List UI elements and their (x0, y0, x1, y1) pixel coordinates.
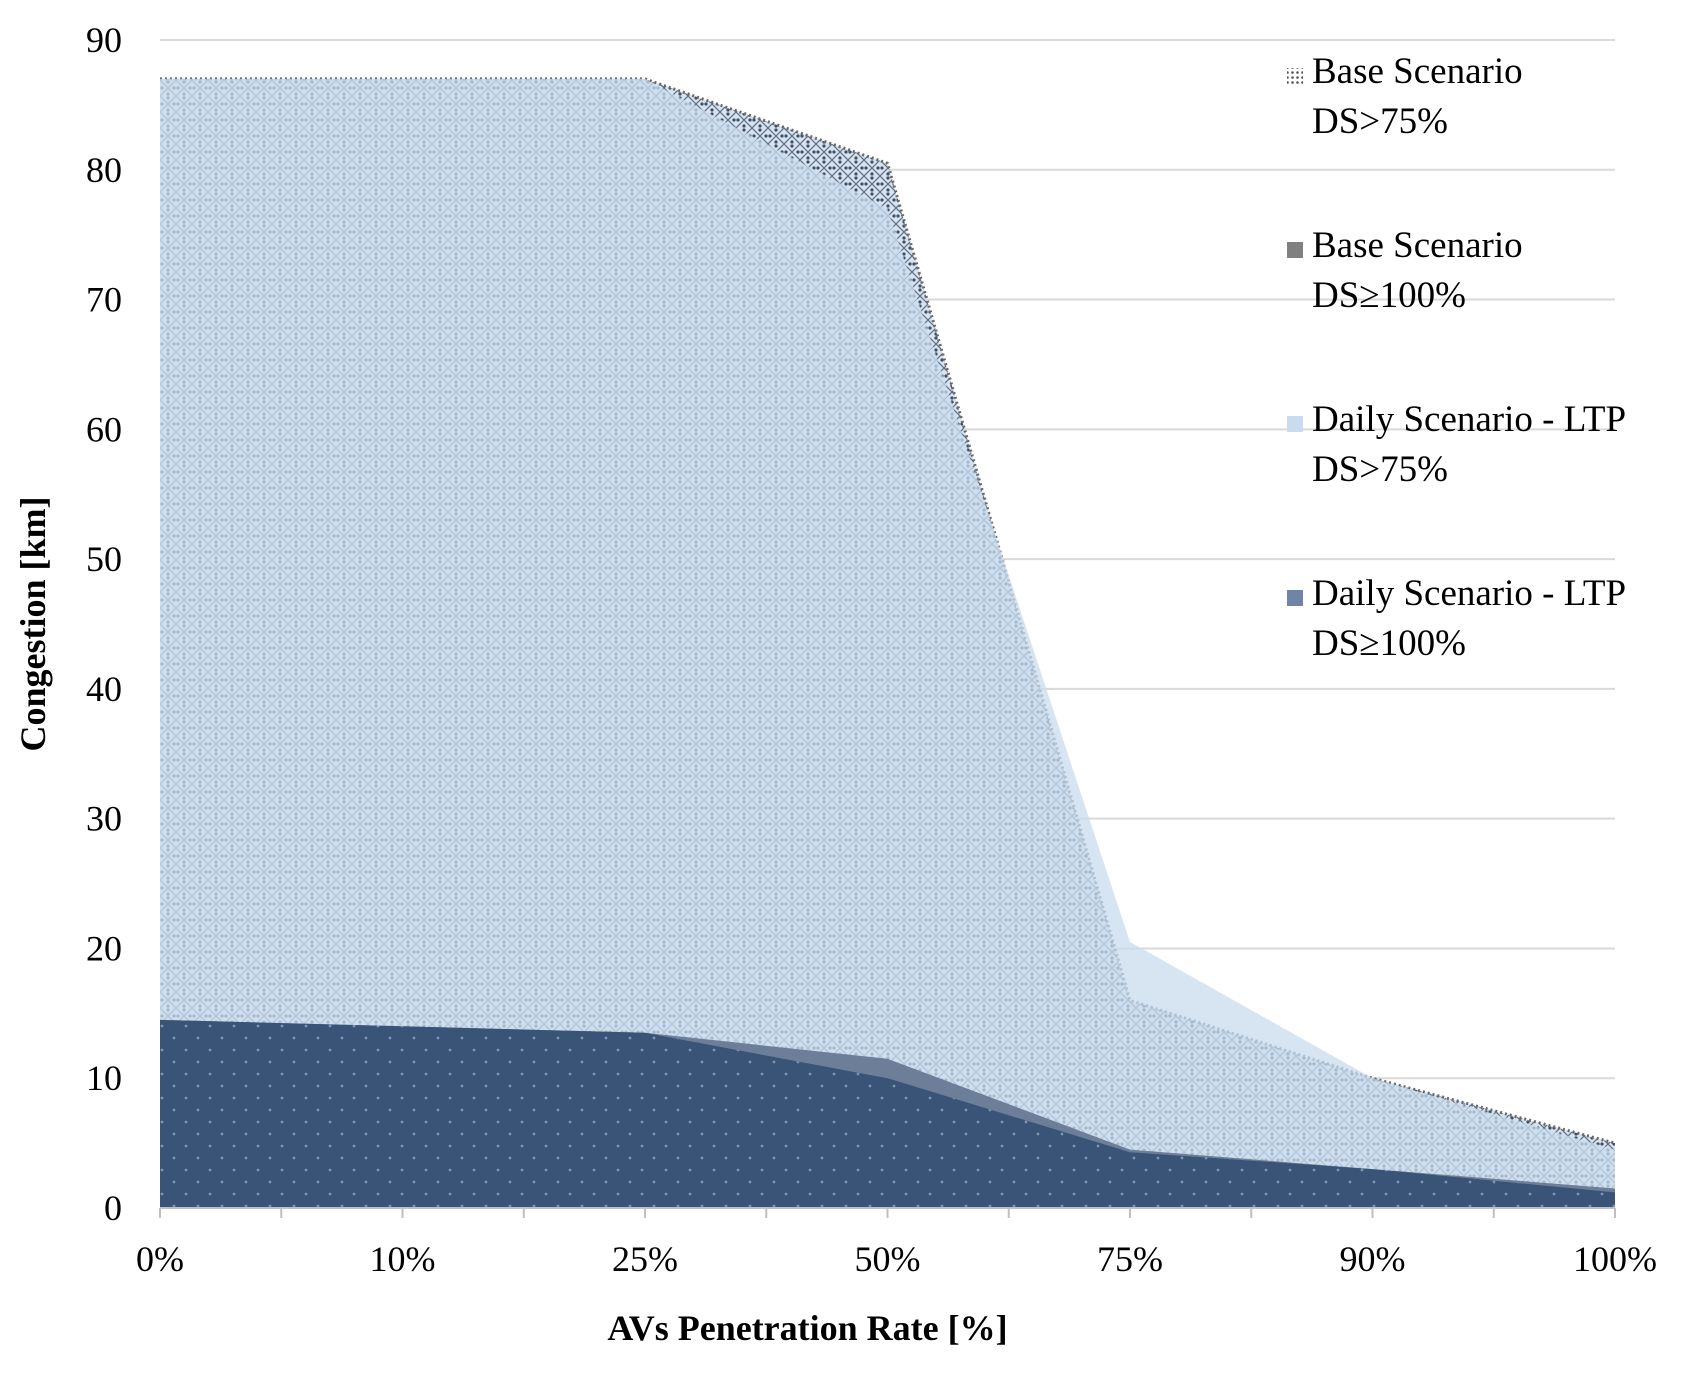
y-tick-label: 50 (86, 539, 122, 579)
y-tick-label: 10 (86, 1058, 122, 1098)
y-axis-title: Congestion [km] (13, 496, 53, 751)
y-tick-label: 70 (86, 280, 122, 320)
y-tick-label: 0 (104, 1188, 122, 1228)
x-tick-label: 25% (612, 1239, 678, 1279)
legend-swatch (1287, 590, 1303, 606)
y-tick-label: 30 (86, 799, 122, 839)
x-tick-label: 0% (136, 1239, 184, 1279)
y-tick-label: 90 (86, 20, 122, 60)
legend: Base Scenario DS>75% Base Scenario DS≥100% D… (1287, 51, 1626, 664)
axes: 0 10 20 30 40 50 60 70 80 90 0% 10% 25% 50% 75% 90% 100%… (13, 20, 1657, 1348)
legend-label-sub: DS>75% (1312, 101, 1448, 142)
legend-label: Daily Scenario - LTP (1312, 399, 1626, 440)
x-tick-label: 10% (370, 1239, 436, 1279)
x-tick-label: 75% (1097, 1239, 1163, 1279)
y-tick-label: 20 (86, 928, 122, 968)
area-edge-1 (160, 77, 1616, 1145)
x-axis-title: AVs Penetration Rate [%] (607, 1308, 1007, 1348)
legend-label-sub: DS>75% (1312, 449, 1448, 490)
x-tick-label: 90% (1340, 1239, 1406, 1279)
legend-label-sub: DS≥100% (1312, 623, 1466, 664)
y-tick-label: 60 (86, 409, 122, 449)
area-series-2 (160, 78, 1615, 1208)
legend-label: Base Scenario (1312, 51, 1523, 92)
y-tick-label: 80 (86, 150, 122, 190)
x-tick-label: 100% (1573, 1239, 1657, 1279)
series-areas (160, 77, 1616, 1208)
legend-label: Base Scenario (1312, 225, 1523, 266)
legend-swatch (1287, 416, 1303, 432)
legend-label-sub: DS≥100% (1312, 275, 1466, 316)
legend-swatch (1287, 68, 1303, 84)
legend-label: Daily Scenario - LTP (1312, 573, 1626, 614)
legend-swatch (1287, 242, 1303, 258)
y-tick-label: 40 (86, 669, 122, 709)
area-series-4 (160, 1019, 1615, 1208)
x-tick-label: 50% (855, 1239, 921, 1279)
